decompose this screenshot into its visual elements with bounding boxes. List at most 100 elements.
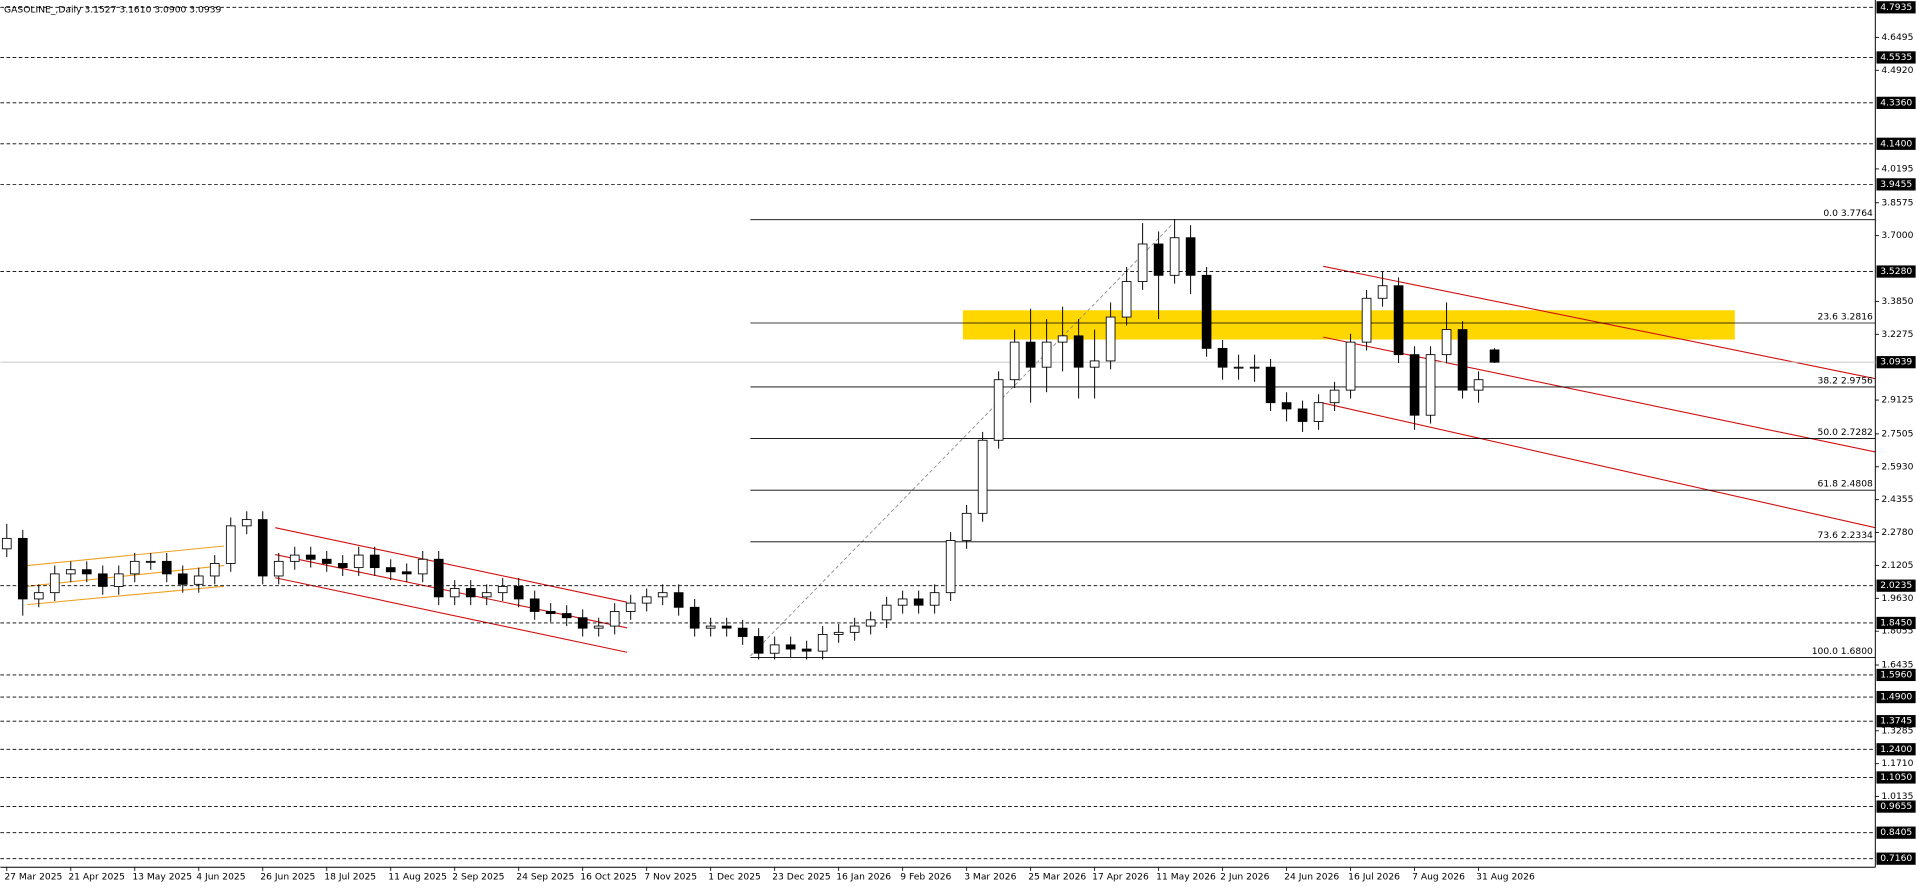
candle-body [1041, 341, 1052, 368]
candle-body [753, 636, 764, 654]
candle-body [545, 611, 556, 614]
candle-body [817, 634, 828, 652]
candle-body [769, 644, 780, 654]
price-label: 3.0939 [1880, 357, 1912, 368]
level-label: 1.4900 [1880, 692, 1912, 703]
candle-body [961, 512, 972, 541]
candle-body [465, 588, 476, 598]
candle-body [561, 613, 572, 619]
candle-body [897, 598, 908, 606]
level-label-box [1876, 715, 1916, 728]
candle-body [529, 598, 540, 612]
level-label: 1.3745 [1880, 716, 1912, 727]
candle-body [1345, 341, 1356, 391]
level-label: 1.5960 [1880, 669, 1912, 680]
x-tick-label: 16 Jan 2026 [836, 872, 891, 883]
y-tick-label: 2.7505 [1881, 428, 1913, 439]
level-label-box [1876, 771, 1916, 784]
level-label: 2.0235 [1880, 580, 1912, 591]
candle-body [1249, 366, 1260, 369]
y-tick-label: 4.4920 [1881, 65, 1913, 76]
candle-body [81, 569, 92, 575]
candle-body [929, 592, 940, 606]
level-label-box [1876, 743, 1916, 756]
candle-body [1009, 341, 1020, 381]
level-label-box [1876, 265, 1916, 278]
candle-body [577, 617, 588, 629]
candle-body [1217, 347, 1228, 368]
candle-body [1377, 285, 1388, 299]
candle-body [321, 558, 332, 564]
level-label: 4.3360 [1880, 97, 1912, 108]
candle-body [145, 560, 156, 563]
candle-body [337, 563, 348, 569]
x-tick-label: 2 Sep 2025 [452, 872, 504, 883]
x-tick-label: 7 Nov 2025 [644, 872, 697, 883]
level-label-box [1876, 579, 1916, 592]
x-tick-label: 25 Mar 2026 [1028, 872, 1086, 883]
candle-body [273, 560, 284, 577]
candle-body [1409, 354, 1420, 416]
candle-body [289, 554, 300, 562]
level-label: 4.7935 [1880, 2, 1912, 13]
y-tick-label: 1.3285 [1881, 725, 1913, 736]
level-label: 1.8450 [1880, 617, 1912, 628]
x-tick-label: 16 Jul 2026 [1348, 872, 1400, 883]
red-channel [275, 265, 1876, 653]
candle-body [257, 519, 268, 577]
candle-body [17, 537, 28, 600]
level-label-box [1876, 668, 1916, 682]
channel-line [1323, 265, 1876, 380]
candle-body [417, 558, 428, 575]
fib-label: 61.8 2.4808 [1818, 479, 1874, 490]
candle-body [369, 554, 380, 569]
candle-body [833, 631, 844, 635]
level-label-box [1876, 616, 1916, 630]
candle-body [225, 525, 236, 564]
candle-body [1313, 402, 1324, 422]
candle-body [1473, 379, 1484, 391]
level-label: 3.5280 [1880, 266, 1912, 277]
channel-line [27, 585, 224, 606]
candle-body [513, 585, 524, 600]
fib-label: 100.0 1.6800 [1812, 646, 1873, 657]
x-tick-label: 27 Mar 2025 [4, 872, 62, 883]
x-tick-label: 16 Oct 2025 [580, 872, 637, 883]
candle-body [1425, 354, 1436, 416]
candle-body [1233, 366, 1244, 369]
candle-body [1457, 329, 1468, 391]
candle-body [385, 567, 396, 573]
x-tick-label: 3 Mar 2026 [964, 872, 1016, 883]
x-tick-label: 17 Apr 2026 [1092, 872, 1149, 883]
candle-body [625, 602, 636, 612]
candle-body [1137, 243, 1148, 283]
level-label: 1.2400 [1880, 744, 1912, 755]
candle-body [849, 625, 860, 633]
candle-body [1489, 349, 1500, 363]
level-label-box [1876, 51, 1916, 64]
candle-body [353, 554, 364, 569]
fib-label: 0.0 3.7764 [1823, 208, 1873, 219]
channel-line [275, 527, 628, 603]
x-tick-label: 24 Jun 2026 [1284, 872, 1339, 883]
chart-title: GASOLINE_,Daily 3.1527 3.1610 3.0900 3.0… [4, 4, 221, 15]
x-tick-label: 21 Apr 2025 [68, 872, 125, 883]
y-tick-label: 3.2275 [1881, 329, 1913, 340]
candle-body [609, 611, 620, 627]
candle-body [1089, 360, 1100, 368]
candle-body [801, 648, 812, 652]
level-label-box [1876, 1, 1916, 14]
candle-body [1105, 316, 1116, 362]
candle-body [401, 571, 412, 575]
candle-body [1153, 243, 1164, 276]
candle-body [1, 537, 12, 550]
candle-body [737, 627, 748, 637]
candle-body [641, 596, 652, 604]
x-tick-label: 11 Aug 2025 [388, 872, 447, 883]
candle-body [241, 519, 252, 527]
x-tick-label: 2 Jun 2026 [1220, 872, 1269, 883]
x-tick-label: 11 May 2026 [1156, 872, 1216, 883]
channel-line [27, 564, 224, 587]
candle-body [1201, 274, 1212, 349]
